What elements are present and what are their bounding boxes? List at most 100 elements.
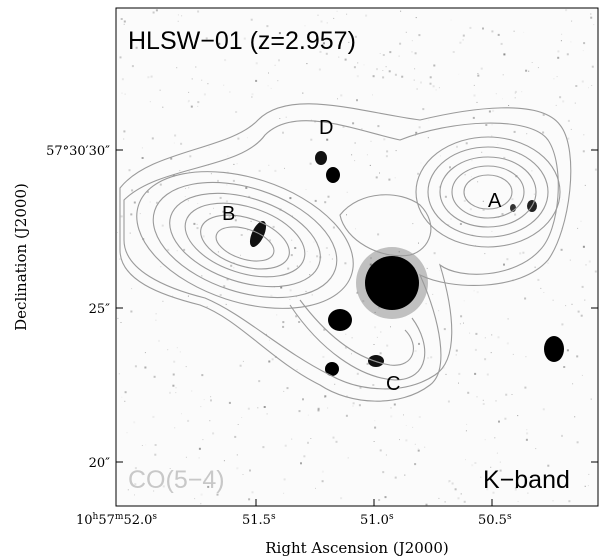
- figure-title: HLSW−01 (z=2.957): [128, 27, 356, 55]
- noise-speck: [282, 131, 284, 134]
- noise-speck: [323, 328, 326, 331]
- noise-speck: [482, 208, 485, 211]
- noise-speck: [290, 254, 293, 257]
- noise-speck: [352, 405, 354, 407]
- noise-speck: [232, 179, 235, 182]
- noise-speck: [559, 96, 562, 99]
- noise-speck: [495, 400, 497, 402]
- noise-speck: [386, 344, 389, 347]
- noise-speck: [542, 131, 545, 134]
- noise-speck: [537, 278, 540, 281]
- noise-speck: [135, 46, 138, 49]
- noise-speck: [295, 296, 297, 298]
- noise-speck: [289, 197, 292, 200]
- noise-speck: [411, 51, 413, 53]
- noise-speck: [492, 202, 494, 204]
- noise-speck: [418, 342, 420, 345]
- noise-speck: [188, 187, 190, 189]
- noise-speck: [317, 14, 319, 16]
- noise-speck: [414, 68, 416, 70]
- noise-speck: [324, 396, 326, 398]
- noise-speck: [268, 164, 270, 166]
- noise-speck: [309, 261, 311, 263]
- noise-speck: [230, 264, 233, 267]
- noise-speck: [206, 306, 208, 308]
- noise-speck: [131, 472, 133, 474]
- noise-speck: [413, 79, 415, 81]
- noise-speck: [577, 310, 580, 313]
- noise-speck: [385, 155, 388, 158]
- noise-speck: [334, 383, 336, 385]
- y-tick-label: 57°30′30″: [46, 144, 110, 159]
- noise-speck: [352, 402, 355, 405]
- noise-speck: [247, 229, 249, 231]
- noise-speck: [417, 448, 419, 449]
- noise-speck: [180, 142, 183, 145]
- noise-speck: [385, 66, 387, 68]
- noise-speck: [458, 73, 460, 75]
- noise-speck: [183, 248, 186, 251]
- noise-speck: [414, 350, 417, 352]
- noise-speck: [418, 242, 419, 244]
- noise-speck: [266, 25, 269, 28]
- noise-speck: [282, 325, 285, 328]
- noise-speck: [233, 163, 235, 165]
- y-axis-label: Declination (J2000): [12, 183, 30, 331]
- noise-speck: [320, 20, 323, 23]
- noise-speck: [212, 432, 215, 435]
- noise-speck: [198, 447, 201, 450]
- noise-speck: [223, 84, 225, 86]
- noise-speck: [300, 462, 302, 465]
- noise-speck: [263, 406, 266, 408]
- noise-speck: [463, 199, 466, 202]
- noise-speck: [177, 14, 179, 16]
- noise-speck: [382, 70, 384, 71]
- noise-speck: [225, 219, 227, 221]
- noise-speck: [459, 41, 462, 44]
- noise-speck: [503, 263, 505, 266]
- noise-speck: [141, 445, 143, 446]
- noise-speck: [134, 365, 137, 368]
- noise-speck: [219, 196, 222, 199]
- galaxy-blob: [326, 167, 340, 183]
- noise-speck: [388, 178, 391, 181]
- noise-speck: [372, 384, 375, 386]
- noise-speck: [267, 85, 269, 87]
- noise-speck: [430, 356, 433, 359]
- noise-speck: [191, 78, 193, 80]
- noise-speck: [508, 105, 510, 106]
- noise-speck: [581, 374, 583, 376]
- noise-speck: [383, 138, 386, 141]
- noise-speck: [167, 248, 170, 251]
- noise-speck: [583, 134, 585, 136]
- noise-speck: [187, 295, 189, 297]
- noise-speck: [325, 52, 328, 55]
- noise-speck: [228, 215, 231, 218]
- noise-speck: [462, 34, 465, 37]
- noise-speck: [525, 438, 528, 441]
- noise-speck: [354, 142, 356, 144]
- noise-speck: [376, 68, 378, 71]
- galaxy-blob: [325, 362, 339, 376]
- noise-speck: [506, 258, 509, 261]
- noise-speck: [460, 315, 463, 318]
- noise-speck: [305, 290, 307, 292]
- noise-speck: [269, 339, 270, 341]
- noise-speck: [251, 96, 253, 98]
- noise-speck: [235, 111, 238, 113]
- noise-speck: [561, 434, 563, 437]
- noise-speck: [505, 393, 508, 396]
- noise-speck: [188, 171, 190, 173]
- noise-speck: [576, 355, 579, 358]
- noise-speck: [266, 413, 268, 415]
- noise-speck: [249, 469, 251, 472]
- noise-speck: [584, 485, 586, 487]
- noise-speck: [251, 93, 254, 96]
- noise-speck: [342, 125, 345, 128]
- noise-speck: [455, 349, 458, 352]
- x-tick-label: 51.0s: [360, 512, 394, 528]
- noise-speck: [526, 429, 528, 431]
- noise-speck: [240, 234, 243, 236]
- source-label-a: A: [488, 190, 502, 212]
- noise-speck: [242, 360, 244, 362]
